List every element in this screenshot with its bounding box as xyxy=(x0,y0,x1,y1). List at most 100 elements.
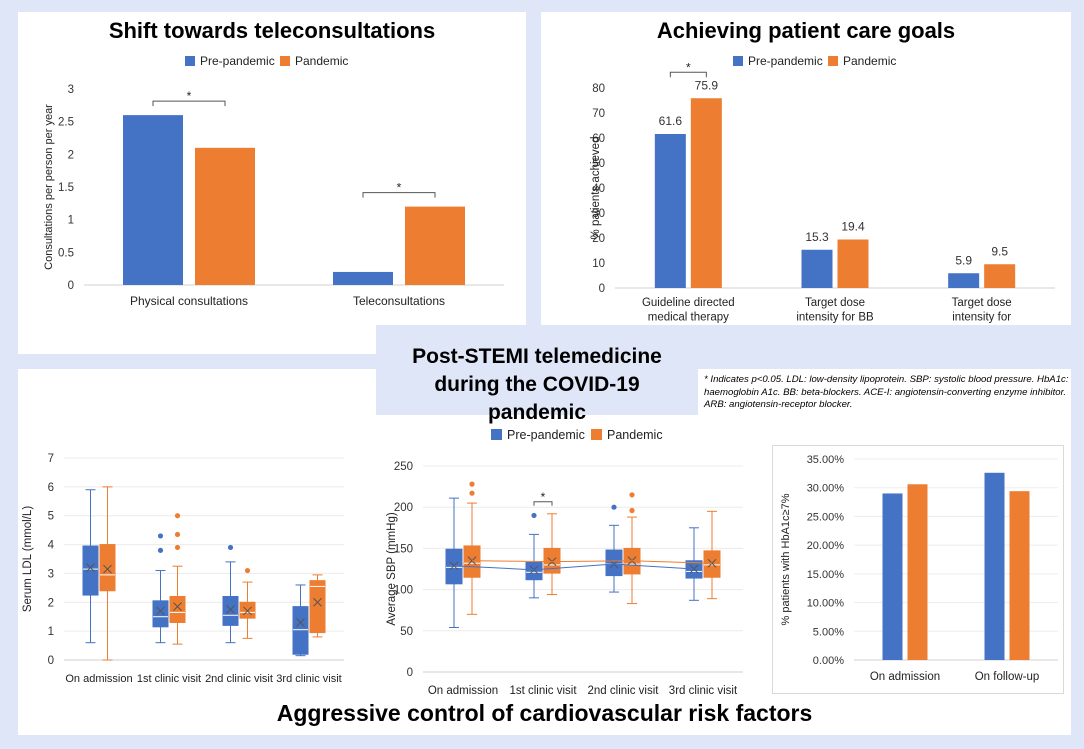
ldl-mean-marker-0-1 xyxy=(103,564,112,574)
caregoals-data-label-2-0: 5.9 xyxy=(955,253,972,267)
ldl-box-3-1 xyxy=(309,580,326,634)
teleconsult-sig-bracket-1 xyxy=(362,192,436,198)
sbp-category-1: 1st clinic visit xyxy=(509,685,577,697)
teleconsult-bar-1-1 xyxy=(405,206,465,285)
hba1c-bar-0-0 xyxy=(882,493,903,660)
ldl-outlier-1-1-1 xyxy=(174,531,181,538)
hba1c-category-0: On admission xyxy=(870,671,940,683)
ldl-box-0-1 xyxy=(99,544,116,592)
caregoals-sig-bracket-0 xyxy=(669,71,707,78)
caregoals-ytick-7: 70 xyxy=(592,108,605,120)
caregoals-legend-swatch-1 xyxy=(828,56,838,66)
caregoals-legend-label-0: Pre-pandemic xyxy=(748,54,823,68)
sbp-ytick-4: 200 xyxy=(394,502,413,514)
hba1c-ytick-3: 15.00% xyxy=(807,569,845,581)
sbp-sig-star-1: * xyxy=(541,490,546,504)
ldl-mean-marker-0-0 xyxy=(86,563,95,573)
ldl-mean-marker-3-0 xyxy=(296,618,305,627)
teleconsult-sig-star-0: * xyxy=(187,89,192,103)
sbp-category-0: On admission xyxy=(428,685,498,697)
caregoals-ytick-3: 30 xyxy=(592,208,605,220)
sbp-box-2-0 xyxy=(605,549,623,577)
sbp-box-1-1 xyxy=(543,547,561,574)
caregoals-ytick-6: 60 xyxy=(592,133,605,145)
teleconsult-legend-label-1: Pandemic xyxy=(295,54,348,68)
caregoals-ytick-2: 20 xyxy=(592,233,605,245)
hba1c-ytick-7: 35.00% xyxy=(807,454,845,466)
ldl-mean-marker-3-1 xyxy=(313,597,322,607)
ldl-ytick-1: 1 xyxy=(48,626,54,638)
ldl-ytick-6: 6 xyxy=(48,482,54,494)
ldl-box-1-1 xyxy=(169,596,186,623)
ldl-mean-marker-1-1 xyxy=(173,602,182,611)
ldl-ytick-7: 7 xyxy=(48,453,54,465)
caregoals-title: Achieving patient care goals xyxy=(656,18,956,43)
teleconsult-bar-0-1 xyxy=(195,147,255,285)
hba1c-chart: 0.00% 5.00% 10.00% 15.00% 20.00% 25.00% 30.00%… xyxy=(780,454,1058,683)
ldl-outlier-2-1-0 xyxy=(244,567,251,574)
caregoals-data-label-1-1: 19.4 xyxy=(841,220,865,234)
teleconsult-ytick-0: 0 xyxy=(68,280,74,292)
sbp-ytick-3: 150 xyxy=(394,543,413,555)
caregoals-category-2-line-1: intensity for xyxy=(952,312,1011,324)
teleconsult-category-1: Teleconsultations xyxy=(353,294,445,308)
sbp-legend-label-1: Pandemic xyxy=(607,428,663,442)
caregoals-bar-0-0 xyxy=(654,134,686,288)
caregoals-legend-swatch-0 xyxy=(733,56,743,66)
hba1c-bar-1-1 xyxy=(1009,491,1030,660)
caregoals-bar-1-1 xyxy=(837,239,869,288)
sbp-legend-label-0: Pre-pandemic xyxy=(507,428,585,442)
ldl-outlier-1-1-0 xyxy=(174,544,181,551)
sbp-ytick-2: 100 xyxy=(394,585,413,597)
sbp-category-3: 3rd clinic visit xyxy=(669,685,738,697)
ldl-ytick-0: 0 xyxy=(48,655,54,667)
sbp-outlier-0-1-1 xyxy=(469,481,475,487)
caregoals-panel: Achieving patient care goals Pre-pandemi… xyxy=(541,12,1071,325)
sbp-ytick-5: 250 xyxy=(394,461,413,473)
hba1c-ytick-6: 30.00% xyxy=(807,483,845,495)
sbp-mean-marker-0-0 xyxy=(449,561,459,571)
teleconsult-legend-swatch-1 xyxy=(280,56,290,66)
hba1c-category-1: On follow-up xyxy=(975,671,1040,683)
hba1c-ytick-4: 20.00% xyxy=(807,540,845,552)
ldl-category-2: 2nd clinic visit xyxy=(205,673,273,685)
caregoals-sig-star-0: * xyxy=(686,60,691,74)
sbp-mean-line-0 xyxy=(453,563,695,571)
caregoals-chart: Pre-pandemic Pandemic 0 10 20 30 40 50 60 70 80 61.… xyxy=(590,54,1055,324)
caregoals-data-label-2-1: 9.5 xyxy=(991,244,1008,258)
teleconsult-ytick-5: 2.5 xyxy=(58,117,74,129)
ldl-outlier-1-0-1 xyxy=(157,533,164,539)
caregoals-category-1-line-0: Target dose xyxy=(805,297,865,309)
sbp-box-3-1 xyxy=(703,550,721,578)
ldl-category-1: 1st clinic visit xyxy=(137,673,201,685)
sbp-box-0-0 xyxy=(445,548,463,585)
center-title-box: Post-STEMI telemedicine during the COVID… xyxy=(376,325,698,424)
sbp-outlier-2-0-0 xyxy=(611,504,617,510)
teleconsult-chart: Pre-pandemic Pandemic 0 0.5 1 1.5 2 2.5 3 * Physic… xyxy=(43,54,504,308)
caregoals-bar-1-0 xyxy=(801,249,833,288)
sbp-chart: Pre-pandemic Pandemic 0 50 100 150 200 250 On ad… xyxy=(386,428,743,697)
sbp-ylabel: Average SBP (mmHg) xyxy=(386,512,398,626)
teleconsult-panel: Shift towards teleconsultations Pre-pand… xyxy=(18,12,526,354)
ldl-ytick-4: 4 xyxy=(48,540,55,552)
caregoals-data-label-1-0: 15.3 xyxy=(805,230,829,244)
sbp-mean-line-1 xyxy=(471,560,713,564)
teleconsult-legend-swatch-0 xyxy=(185,56,195,66)
ldl-chart: 0 1 2 3 4 5 6 7 On admission 1st clinic visit 2nd … xyxy=(22,453,344,685)
teleconsult-ytick-4: 2 xyxy=(68,149,74,161)
hba1c-ytick-2: 10.00% xyxy=(807,598,845,610)
teleconsult-sig-star-1: * xyxy=(397,181,402,195)
teleconsult-ytick-3: 1.5 xyxy=(58,182,74,194)
ldl-mean-marker-1-0 xyxy=(156,606,165,616)
ldl-category-3: 3rd clinic visit xyxy=(276,673,341,685)
risk-factors-panel: 0 1 2 3 4 5 6 7 On admission 1st clinic visit 2nd … xyxy=(18,369,1071,735)
ldl-outlier-2-0-0 xyxy=(227,544,234,551)
caregoals-bar-0-1 xyxy=(690,98,722,288)
sbp-category-2: 2nd clinic visit xyxy=(588,685,660,697)
hba1c-bar-0-1 xyxy=(907,484,928,660)
ldl-box-3-0 xyxy=(292,606,309,655)
teleconsult-bar-0-0 xyxy=(123,115,183,285)
ldl-box-2-1 xyxy=(239,601,256,619)
hba1c-ytick-0: 0.00% xyxy=(813,655,844,667)
